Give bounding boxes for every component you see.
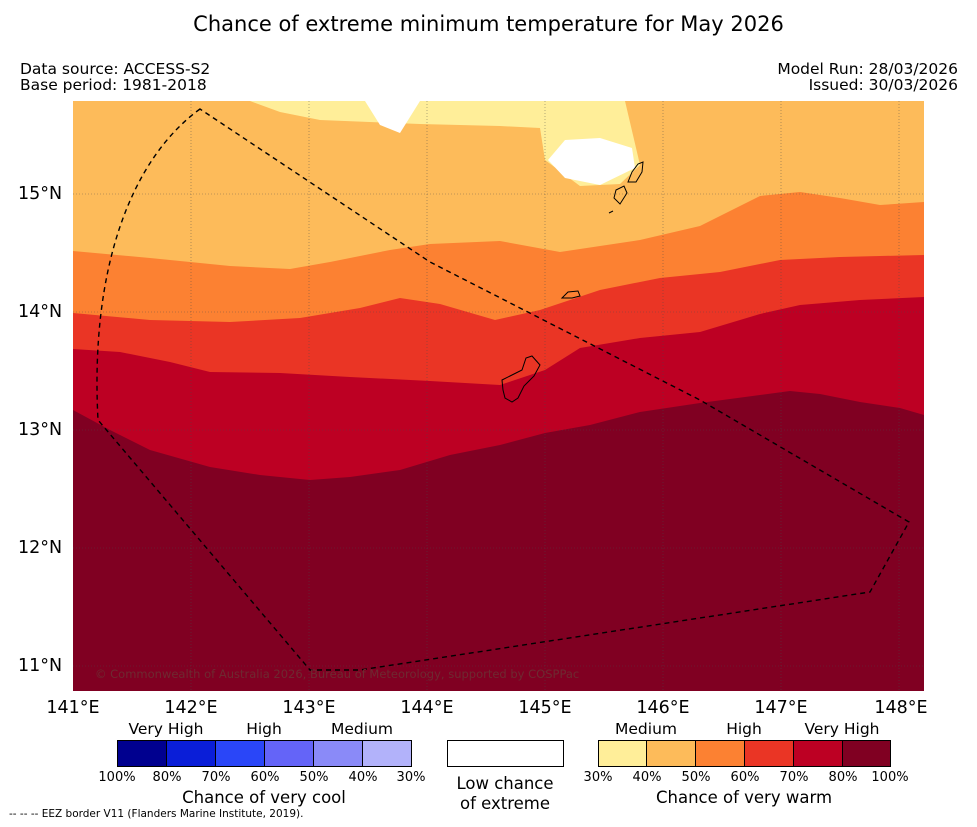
cool-tick: 100%	[98, 770, 136, 785]
model-run-block: Model Run: 28/03/2026 Issued: 30/03/2026	[777, 61, 958, 93]
warm-header-high: High	[726, 720, 762, 738]
warm-swatch	[696, 740, 745, 767]
cool-tick: 40%	[348, 770, 378, 785]
lat-label: 12°N	[18, 538, 63, 558]
island-aguijan	[608, 210, 614, 214]
warm-swatch	[794, 740, 843, 767]
cool-swatch	[167, 740, 216, 767]
data-source-block: Data source: ACCESS-S2 Base period: 1981…	[20, 61, 210, 93]
cool-legend-title: Chance of very cool	[182, 788, 346, 807]
base-period: Base period: 1981-2018	[20, 76, 207, 94]
warm-tick: 30%	[583, 770, 613, 785]
lon-label: 141°E	[46, 698, 100, 718]
warm-swatch	[598, 740, 647, 767]
low-chance-hole-east	[548, 138, 635, 185]
warm-swatch	[843, 740, 891, 767]
probability-fill-layer	[73, 101, 924, 691]
island-tinian	[613, 185, 628, 205]
warm-legend-title: Chance of very warm	[655, 788, 833, 807]
island-guam	[501, 355, 541, 403]
lat-label: 13°N	[18, 420, 63, 440]
model-run: Model Run: 28/03/2026	[777, 60, 958, 78]
cool-tick: 80%	[152, 770, 182, 785]
chart-title: Chance of extreme minimum temperature fo…	[193, 12, 784, 36]
lon-label: 144°E	[400, 698, 454, 718]
cool-swatch	[265, 740, 314, 767]
band-30-40-northwest	[270, 101, 360, 110]
coastlines	[501, 161, 644, 403]
warm-swatch	[647, 740, 696, 767]
cool-tick: 70%	[201, 770, 231, 785]
data-source: Data source: ACCESS-S2	[20, 60, 211, 78]
graticule	[73, 101, 924, 691]
warm-header-very-high: Very High	[804, 720, 880, 738]
eez-footnote: -- -- -- EEZ border V11 (Flanders Marine…	[9, 808, 304, 820]
cool-header-high: High	[246, 720, 282, 738]
warm-tick: 80%	[828, 770, 858, 785]
low-chance-line2: of extreme	[459, 794, 551, 813]
cool-swatch	[216, 740, 265, 767]
lat-label: 11°N	[18, 656, 63, 676]
lat-label: 14°N	[18, 302, 63, 322]
copyright-notice: © Commonwealth of Australia 2026, Bureau…	[95, 667, 580, 681]
warm-tick: 100%	[871, 770, 909, 785]
low-chance-hole-north	[365, 101, 420, 133]
band-30-40-north	[250, 101, 640, 186]
warm-tick: 50%	[681, 770, 711, 785]
warm-swatch	[745, 740, 794, 767]
eez-border	[96, 108, 910, 671]
island-rota	[560, 290, 581, 299]
cool-tick: 50%	[299, 770, 329, 785]
cool-tick: 30%	[396, 770, 426, 785]
cool-header-very-high: Very High	[128, 720, 204, 738]
cool-tick: 60%	[250, 770, 280, 785]
island-saipan	[627, 161, 644, 183]
cool-header-medium: Medium	[331, 720, 393, 738]
warm-tick: 70%	[779, 770, 809, 785]
warm-tick: 40%	[632, 770, 662, 785]
lon-label: 146°E	[636, 698, 690, 718]
low-chance-line1: Low chance	[456, 774, 554, 793]
lon-label: 142°E	[164, 698, 218, 718]
lon-label: 143°E	[282, 698, 336, 718]
lon-label: 147°E	[754, 698, 808, 718]
issued-date: Issued: 30/03/2026	[808, 76, 958, 94]
lat-label: 15°N	[18, 184, 63, 204]
lon-label: 148°E	[874, 698, 928, 718]
cool-swatch	[117, 740, 167, 767]
warm-tick: 60%	[730, 770, 760, 785]
cool-swatch	[363, 740, 412, 767]
lon-label: 145°E	[518, 698, 572, 718]
cool-swatch	[314, 740, 363, 767]
low-chance-swatch	[447, 740, 564, 767]
warm-header-medium: Medium	[615, 720, 677, 738]
